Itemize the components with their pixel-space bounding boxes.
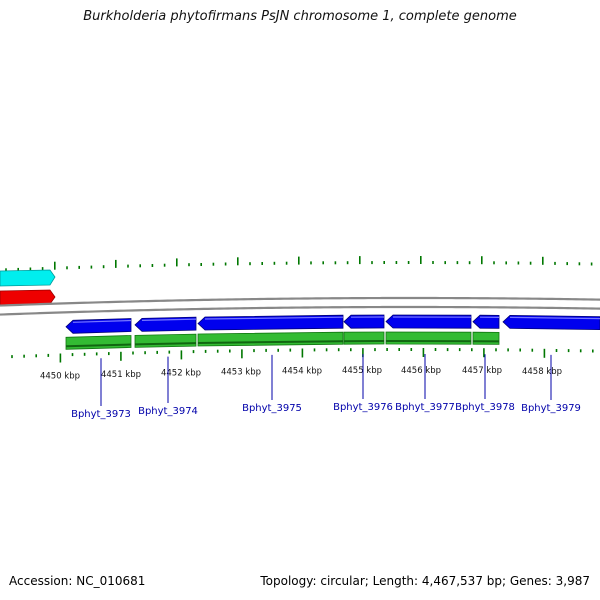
gene-arrow xyxy=(385,314,472,329)
cds-shade xyxy=(134,342,197,346)
cds-block xyxy=(472,331,500,345)
cds-block xyxy=(197,331,344,347)
scale-label: 4454 kbp xyxy=(282,367,322,377)
scale-label: 4456 kbp xyxy=(401,366,441,376)
gene-label: Bphyt_3974 xyxy=(138,406,198,417)
topology-summary: Topology: circular; Length: 4,467,537 bp… xyxy=(260,574,590,588)
cds-block xyxy=(385,331,472,345)
gene-label: Bphyt_3977 xyxy=(395,402,455,413)
scale-label: 4452 kbp xyxy=(161,368,201,378)
scale-label: 4453 kbp xyxy=(221,367,261,377)
outer-tick-track xyxy=(5,256,593,272)
cds-block xyxy=(65,335,132,350)
cyan-feature-block xyxy=(0,269,56,287)
gene-arrow xyxy=(502,314,600,331)
feature-tracks xyxy=(0,269,600,350)
gene-arrow-highlight xyxy=(72,319,132,323)
map-title: Burkholderia phytofirmans PsJN chromosom… xyxy=(83,9,517,24)
red-feature-block xyxy=(0,289,56,306)
scale-label: 4458 kbp xyxy=(522,367,562,377)
gene-arrow-highlight xyxy=(204,316,344,320)
gene-label: Bphyt_3976 xyxy=(333,402,393,413)
gene-label: Bphyt_3979 xyxy=(521,403,581,414)
cds-shade xyxy=(197,340,344,344)
backbone-inner-line xyxy=(0,305,600,316)
inner-tick-track xyxy=(11,348,594,363)
cds-block xyxy=(134,333,197,348)
gene-arrow-highlight xyxy=(141,318,197,321)
gene-label: Bphyt_3978 xyxy=(455,402,515,413)
backbone-outer-line xyxy=(0,296,600,307)
scale-label: 4455 kbp xyxy=(342,366,382,376)
gene-arrow-highlight xyxy=(509,316,600,320)
scale-label: 4457 kbp xyxy=(462,366,502,376)
cds-shade xyxy=(65,343,132,348)
scale-label: 4451 kbp xyxy=(101,370,141,380)
scale-labels: 4450 kbp 4451 kbp 4452 kbp 4453 kbp 4454 kbp… xyxy=(40,366,562,382)
scale-label: 4450 kbp xyxy=(40,372,80,382)
gene-label: Bphyt_3975 xyxy=(242,403,302,414)
gene-labels: Bphyt_3973 Bphyt_3974 Bphyt_3975 Bphyt_3976… xyxy=(71,354,581,420)
accession-label: Accession: NC_010681 xyxy=(9,574,146,588)
cds-block xyxy=(343,331,385,345)
genome-backbone xyxy=(0,296,600,316)
gene-arrow xyxy=(343,314,385,329)
gene-label: Bphyt_3973 xyxy=(71,409,131,420)
gene-arrow xyxy=(472,314,500,329)
